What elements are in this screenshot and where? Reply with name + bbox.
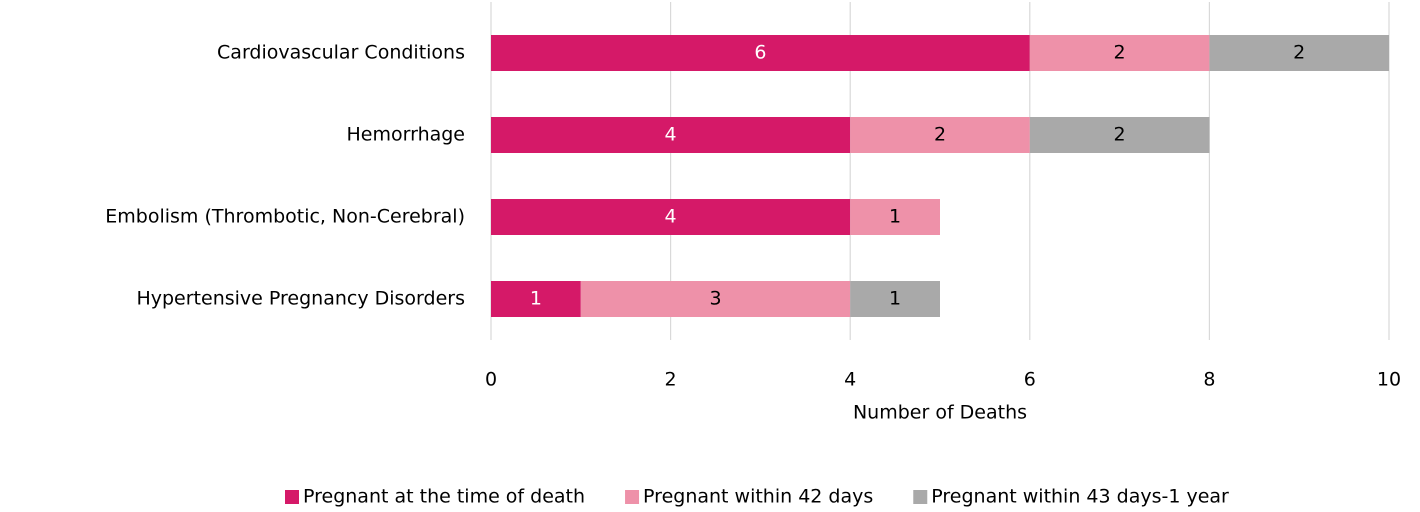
data-label: 2 — [1114, 124, 1126, 146]
legend-label: Pregnant at the time of death — [303, 486, 585, 508]
x-tick-label: 8 — [1203, 369, 1215, 391]
y-tick-label: Embolism (Thrombotic, Non-Cerebral) — [105, 206, 465, 228]
legend-swatch — [285, 490, 299, 504]
bar-segment — [491, 35, 1030, 71]
legend-swatch — [625, 490, 640, 504]
legend-label: Pregnant within 43 days-1 year — [931, 486, 1229, 508]
data-label: 2 — [934, 124, 946, 146]
y-tick-label: Cardiovascular Conditions — [217, 42, 465, 64]
bar-segment — [850, 199, 940, 235]
data-label: 3 — [709, 288, 721, 310]
bar-segment — [491, 117, 851, 153]
data-label: 6 — [754, 42, 766, 64]
data-label: 4 — [665, 124, 677, 146]
y-tick-label: Hypertensive Pregnancy Disorders — [136, 288, 465, 310]
x-tick-label: 6 — [1024, 369, 1036, 391]
y-tick-label: Hemorrhage — [347, 124, 466, 146]
bar-segment — [1029, 35, 1210, 71]
data-label: 4 — [665, 206, 677, 228]
bar-segment — [850, 281, 940, 317]
x-tick-label: 4 — [844, 369, 856, 391]
bar-segment — [491, 199, 851, 235]
data-label: 1 — [530, 288, 542, 310]
x-axis-title: Number of Deaths — [853, 402, 1027, 424]
legend-label: Pregnant within 42 days — [643, 486, 873, 508]
data-label: 2 — [1114, 42, 1126, 64]
x-tick-label: 2 — [665, 369, 677, 391]
data-label: 1 — [889, 206, 901, 228]
bar-segment — [580, 281, 851, 317]
bar-segment — [850, 117, 1030, 153]
bar-segment — [1029, 117, 1210, 153]
legend-swatch — [913, 490, 928, 504]
x-tick-label: 10 — [1377, 369, 1401, 391]
bar-segment — [1209, 35, 1389, 71]
data-label: 2 — [1293, 42, 1305, 64]
bar-segment — [491, 281, 581, 317]
x-tick-label: 0 — [485, 369, 497, 391]
data-label: 1 — [889, 288, 901, 310]
